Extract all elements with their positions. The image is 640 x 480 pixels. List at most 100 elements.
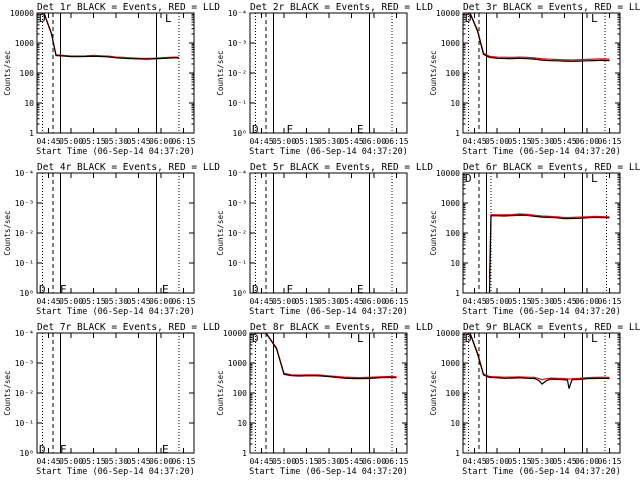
event-letter-marker: D [252, 123, 259, 136]
x-tick-label: 05:45 [339, 297, 363, 306]
y-tick-label: 100 [446, 389, 461, 398]
y-tick-label: 10⁻² [228, 229, 247, 238]
x-tick-label: 04:45 [249, 457, 273, 466]
events-series-line [38, 13, 180, 60]
x-tick-label: 04:45 [36, 297, 60, 306]
x-axis-label: Start Time (06-Sep-14 04:37:20) [36, 467, 195, 477]
x-tick-label: 05:30 [104, 137, 128, 146]
x-tick-label: 06:15 [597, 137, 621, 146]
event-letter-marker: E [357, 283, 364, 296]
y-tick-label: 10 [450, 259, 460, 268]
y-tick-label: 1 [242, 449, 247, 458]
y-tick-label: 10⁻¹ [228, 99, 247, 108]
y-axis-label: Counts/sec [429, 50, 438, 95]
y-axis-label: Counts/sec [429, 210, 438, 255]
panel-title: Det 5r BLACK = Events, RED = LLD [250, 162, 433, 173]
y-tick-label: 10⁻⁴ [228, 9, 247, 18]
detector-panel: Det 2r BLACK = Events, RED = LLD 10⁰ 10⁻¹ 1… [216, 2, 433, 157]
lld-series-line [464, 13, 610, 61]
event-letter-marker: L [591, 332, 598, 345]
event-letter-marker: L [591, 172, 598, 185]
y-tick-label: 1 [29, 129, 34, 138]
x-tick-label: 04:45 [462, 297, 486, 306]
y-tick-label: 100 [20, 69, 35, 78]
x-tick-label: 06:00 [575, 297, 599, 306]
event-letter-marker: F [287, 123, 294, 136]
x-tick-label: 06:00 [362, 297, 386, 306]
y-tick-label: 10000 [436, 169, 460, 178]
panel-title: Det 4r BLACK = Events, RED = LLD [37, 162, 220, 173]
y-tick-label: 10⁻² [15, 229, 34, 238]
x-tick-label: 04:45 [36, 137, 60, 146]
x-tick-label: 05:45 [126, 297, 150, 306]
y-tick-label: 10⁻¹ [228, 259, 247, 268]
event-letter-marker: D [465, 12, 472, 25]
event-letter-marker: D [39, 12, 46, 25]
x-tick-label: 04:45 [462, 457, 486, 466]
x-tick-label: 04:45 [249, 137, 273, 146]
y-tick-label: 10000 [10, 9, 34, 18]
x-tick-label: 05:30 [317, 457, 341, 466]
x-tick-label: 06:15 [384, 457, 408, 466]
x-tick-label: 06:15 [171, 137, 195, 146]
panel-title: Det 8r BLACK = Events, RED = LLD [250, 322, 433, 333]
y-tick-label: 1000 [15, 39, 34, 48]
y-axis-label: Counts/sec [429, 370, 438, 415]
x-tick-label: 06:00 [362, 137, 386, 146]
x-tick-label: 05:30 [317, 137, 341, 146]
x-axis-label: Start Time (06-Sep-14 04:37:20) [462, 467, 621, 477]
x-tick-label: 06:00 [362, 457, 386, 466]
y-tick-label: 10⁻³ [228, 199, 247, 208]
event-letter-marker: F [60, 443, 67, 456]
y-tick-label: 100 [446, 229, 461, 238]
events-series-line [464, 13, 610, 62]
x-tick-label: 04:45 [36, 457, 60, 466]
event-letter-marker: D [465, 172, 472, 185]
y-tick-label: 10 [24, 99, 34, 108]
event-letter-marker: D [252, 332, 259, 345]
x-tick-label: 06:15 [597, 457, 621, 466]
y-tick-label: 1 [455, 129, 460, 138]
x-tick-label: 04:45 [249, 297, 273, 306]
x-tick-label: 05:00 [272, 457, 296, 466]
panel-title: Det 7r BLACK = Events, RED = LLD [37, 322, 220, 333]
y-tick-label: 10⁻³ [228, 39, 247, 48]
x-tick-label: 05:15 [294, 457, 318, 466]
panel-title: Det 3r BLACK = Events, RED = LLD [463, 2, 640, 13]
x-tick-label: 05:00 [485, 457, 509, 466]
y-tick-label: 10 [237, 419, 247, 428]
detector-panel: Det 1r BLACK = Events, RED = LLD 1 10 100 10… [3, 2, 220, 157]
y-tick-label: 10⁻² [228, 69, 247, 78]
y-tick-label: 1000 [441, 359, 460, 368]
x-tick-label: 05:00 [485, 297, 509, 306]
event-letter-marker: L [165, 12, 172, 25]
x-axis-label: Start Time (06-Sep-14 04:37:20) [249, 307, 408, 317]
y-tick-label: 10000 [436, 329, 460, 338]
x-tick-label: 05:15 [81, 137, 105, 146]
panel-title: Det 6r BLACK = Events, RED = LLD [463, 162, 640, 173]
y-tick-label: 10⁰ [20, 289, 34, 298]
x-tick-label: 06:00 [149, 297, 173, 306]
y-tick-label: 10⁻⁴ [15, 329, 34, 338]
x-tick-label: 05:15 [294, 137, 318, 146]
event-letter-marker: L [357, 332, 364, 345]
x-tick-label: 06:15 [171, 297, 195, 306]
x-tick-label: 06:15 [384, 297, 408, 306]
event-letter-marker: D [252, 283, 259, 296]
x-tick-label: 05:30 [530, 457, 554, 466]
y-axis-label: Counts/sec [3, 50, 12, 95]
y-axis-label: Counts/sec [3, 210, 12, 255]
events-series-line [251, 333, 397, 380]
x-axis-label: Start Time (06-Sep-14 04:37:20) [36, 307, 195, 317]
y-tick-label: 1000 [441, 199, 460, 208]
x-tick-label: 05:15 [507, 297, 531, 306]
x-tick-label: 05:15 [81, 457, 105, 466]
x-tick-label: 05:15 [507, 137, 531, 146]
panel-title: Det 2r BLACK = Events, RED = LLD [250, 2, 433, 13]
lld-series-line [38, 13, 180, 59]
lld-series-line [464, 333, 610, 381]
y-tick-label: 10⁻² [15, 389, 34, 398]
y-tick-label: 10 [450, 419, 460, 428]
x-tick-label: 05:45 [126, 137, 150, 146]
lld-series-line [251, 333, 397, 379]
